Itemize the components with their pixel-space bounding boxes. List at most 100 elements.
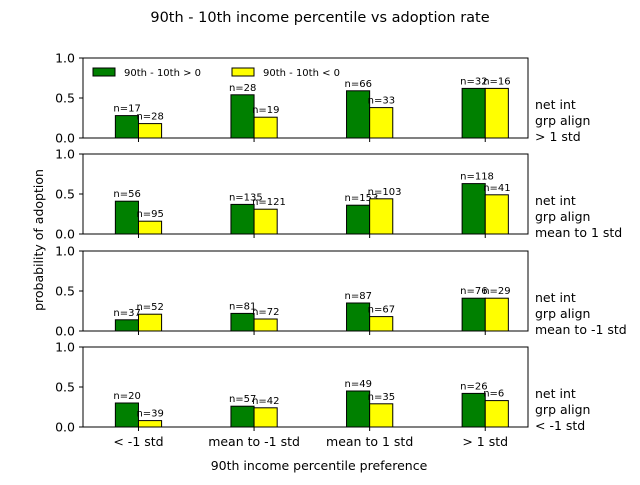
row-label: mean to -1 std — [535, 322, 627, 337]
bar — [484, 87, 509, 139]
row-label: net int — [535, 290, 576, 305]
count-label: n=37 — [113, 308, 140, 319]
bar — [253, 407, 278, 428]
bar — [137, 420, 163, 428]
bar — [484, 194, 509, 235]
count-label: n=72 — [252, 307, 279, 318]
chart-title: 90th - 10th income percentile vs adoptio… — [150, 10, 489, 26]
bar — [346, 390, 371, 428]
count-label: n=29 — [483, 286, 510, 297]
count-label: n=118 — [460, 172, 494, 183]
y-tick-label: 0.0 — [55, 420, 75, 435]
bar — [346, 302, 371, 332]
bar — [137, 123, 163, 139]
bar — [484, 297, 509, 332]
y-axis-label: probability of adoption — [31, 169, 46, 311]
bar — [369, 107, 394, 139]
count-label: n=28 — [229, 83, 256, 94]
count-label: n=16 — [483, 76, 510, 87]
row-label: net int — [535, 386, 576, 401]
bar — [114, 200, 139, 235]
y-tick-label: 1.0 — [55, 51, 75, 66]
count-label: n=17 — [113, 104, 140, 115]
bar — [461, 297, 486, 332]
y-tick-label: 0.0 — [55, 227, 75, 242]
count-label: n=33 — [368, 96, 395, 107]
count-label: n=153 — [345, 193, 379, 204]
panels-layer: n=17n=28 n=66 n=32n=28n=19n=33n=160.00.51.… — [55, 51, 627, 450]
count-label: n=135 — [229, 192, 263, 203]
row-label: net int — [535, 97, 576, 112]
legend-label: 90th - 10th < 0 — [263, 68, 340, 79]
y-tick-label: 1.0 — [55, 244, 75, 259]
row-label: grp align — [535, 306, 590, 321]
count-label: n=52 — [136, 302, 163, 313]
count-label: n=26 — [460, 381, 487, 392]
bar — [253, 116, 278, 139]
y-tick-label: 1.0 — [55, 340, 75, 355]
count-label: n=56 — [113, 189, 140, 200]
bar — [253, 208, 278, 235]
subplot-2: n=56 n=135 n=153 n=118 n=95 n=121 n=103 n=41 0.0… — [55, 147, 622, 242]
bar — [137, 220, 163, 235]
legend-swatch — [231, 67, 255, 77]
bar — [346, 204, 371, 235]
row-label: grp align — [535, 209, 590, 224]
legend-label: 90th - 10th > 0 — [124, 68, 201, 79]
y-tick-label: 0.5 — [55, 380, 75, 395]
count-label: n=57 — [229, 394, 256, 405]
bar — [230, 312, 255, 332]
bar — [461, 392, 486, 428]
count-label: n=19 — [252, 105, 279, 116]
count-label: n=95 — [136, 209, 163, 220]
count-label: n=6 — [483, 389, 504, 400]
bar — [369, 198, 394, 235]
bar — [461, 183, 486, 235]
row-label: < -1 std — [535, 418, 585, 433]
bar — [230, 405, 255, 428]
row-label: grp align — [535, 113, 590, 128]
y-tick-label: 0.5 — [55, 91, 75, 106]
row-label: > 1 std — [535, 129, 581, 144]
bar — [369, 316, 394, 332]
count-label: n=87 — [345, 291, 372, 302]
count-label: n=28 — [136, 112, 163, 123]
bar — [346, 90, 371, 139]
bar — [114, 402, 139, 428]
row-label: mean to 1 std — [535, 225, 622, 240]
bar — [230, 203, 255, 235]
subplot-4: n=20 n=57 n=49 n=26 n=39 n=42 n=35 n=6 0.0 0.5 1.0… — [55, 340, 590, 435]
count-label: n=66 — [345, 79, 372, 90]
bar — [484, 400, 509, 428]
bar — [369, 403, 394, 428]
x-tick-label: mean to 1 std — [326, 434, 413, 449]
row-label: grp align — [535, 402, 590, 417]
y-tick-label: 0.0 — [55, 324, 75, 339]
count-label: n=39 — [136, 409, 163, 420]
count-label: n=121 — [252, 197, 286, 208]
count-label: n=103 — [368, 187, 402, 198]
y-tick-label: 0.0 — [55, 131, 75, 146]
count-label: n=81 — [229, 301, 256, 312]
row-label: net int — [535, 193, 576, 208]
subplot-3: n=37 n=81 n=87 n=76 n=52 n=72 n=67 n=29 0.0 0.5 1.… — [55, 244, 627, 339]
x-axis-label: 90th income percentile preference — [211, 458, 428, 473]
bar — [461, 87, 486, 139]
x-tick-label: < -1 std — [113, 434, 163, 449]
count-label: n=42 — [252, 396, 279, 407]
bar — [137, 313, 163, 332]
count-label: n=67 — [368, 305, 395, 316]
y-tick-label: 0.5 — [55, 284, 75, 299]
y-tick-label: 0.5 — [55, 187, 75, 202]
count-label: n=32 — [460, 76, 487, 87]
bar — [230, 94, 255, 139]
count-label: n=41 — [483, 183, 510, 194]
count-label: n=20 — [113, 391, 140, 402]
y-tick-label: 1.0 — [55, 147, 75, 162]
count-label: n=76 — [460, 286, 487, 297]
bar — [253, 318, 278, 332]
count-label: n=49 — [345, 379, 372, 390]
x-tick-label: mean to -1 std — [208, 434, 300, 449]
